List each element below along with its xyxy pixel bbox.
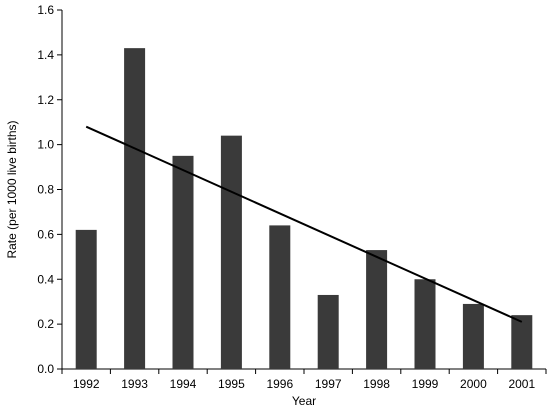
x-tick-label: 1994: [170, 377, 197, 391]
y-axis: 0.0 0.2 0.4 0.6 0.8 1.0 1.2 1.4 1.6: [37, 3, 63, 376]
x-tick-label: 1997: [315, 377, 342, 391]
bar-1998: [366, 250, 388, 369]
trendline-group: [85, 125, 523, 323]
bar-1992: [75, 229, 97, 369]
bar-1995: [220, 135, 242, 369]
trendline: [85, 125, 523, 323]
x-tick-label: 2001: [508, 377, 535, 391]
x-axis-title: Year: [292, 394, 316, 408]
y-tick-label: 0.0: [37, 362, 54, 376]
y-tick-label: 1.2: [37, 93, 54, 107]
bar-1994: [172, 155, 194, 369]
x-tick-label: 1992: [73, 377, 100, 391]
y-axis-title: Rate (per 1000 live births): [5, 120, 19, 258]
x-tick-label: 1999: [412, 377, 439, 391]
bars: [75, 48, 533, 370]
y-tick-label: 1.0: [37, 138, 54, 152]
y-tick-label: 1.6: [37, 3, 54, 17]
x-tick-label: 1995: [218, 377, 245, 391]
y-tick-label: 0.6: [37, 227, 54, 241]
x-axis: 1992 1993 1994 1995 1996 1997 1998 1999 2000 2001: [61, 368, 547, 391]
y-tick-label: 1.4: [37, 48, 54, 62]
bar-1999: [414, 279, 436, 369]
x-tick-label: 1996: [266, 377, 293, 391]
y-tick-label: 0.4: [37, 272, 54, 286]
bar-2001: [511, 315, 533, 369]
bar-1993: [124, 48, 146, 370]
y-tick-label: 0.8: [37, 183, 54, 197]
bar-1997: [317, 294, 339, 369]
x-tick-label: 1998: [363, 377, 390, 391]
x-tick-label: 2000: [460, 377, 487, 391]
bar-2000: [462, 303, 484, 369]
bar-1996: [269, 225, 291, 369]
y-tick-label: 0.2: [37, 317, 54, 331]
x-tick-label: 1993: [121, 377, 148, 391]
